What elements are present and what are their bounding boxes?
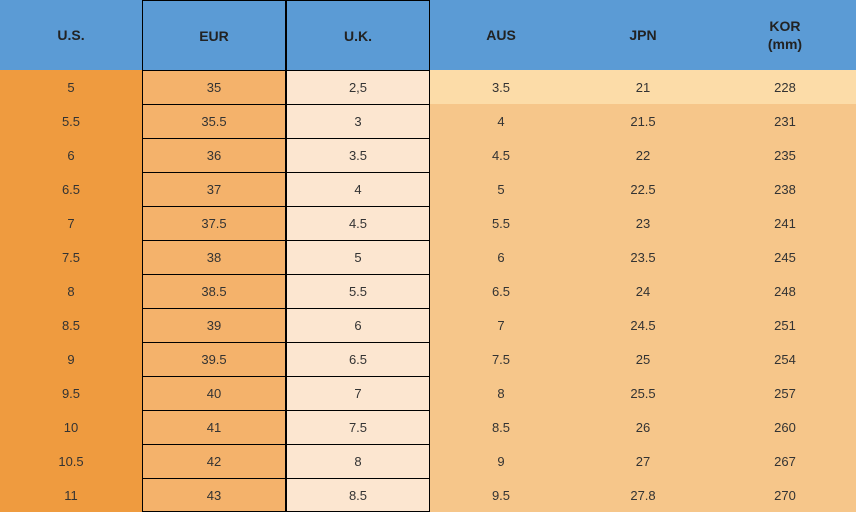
table-cell: 7.5: [0, 240, 142, 274]
table-cell: 6.5: [430, 274, 572, 308]
table-cell: 21: [572, 70, 714, 104]
table-cell: 38.5: [142, 274, 286, 308]
table-row: 6.5374522.5238: [0, 172, 856, 206]
table-cell: 27: [572, 444, 714, 478]
table-row: 6363.54.522235: [0, 138, 856, 172]
column-header: EUR: [142, 0, 286, 70]
table-cell: 3.5: [286, 138, 430, 172]
table-cell: 9.5: [0, 376, 142, 410]
table-cell: 2,5: [286, 70, 430, 104]
table-cell: 6.5: [286, 342, 430, 376]
table-header-row: U.S.EURU.K.AUSJPNKOR(mm): [0, 0, 856, 70]
table-cell: 8.5: [0, 308, 142, 342]
table-cell: 26: [572, 410, 714, 444]
table-cell: 5.5: [0, 104, 142, 138]
table-cell: 9: [0, 342, 142, 376]
table-cell: 8: [0, 274, 142, 308]
table-cell: 6: [0, 138, 142, 172]
table-cell: 238: [714, 172, 856, 206]
table-cell: 7: [0, 206, 142, 240]
table-row: 10417.58.526260: [0, 410, 856, 444]
table-cell: 7: [286, 376, 430, 410]
table-cell: 39: [142, 308, 286, 342]
table-cell: 27.8: [572, 478, 714, 512]
table-cell: 228: [714, 70, 856, 104]
table-cell: 24.5: [572, 308, 714, 342]
table-cell: 248: [714, 274, 856, 308]
table-cell: 10.5: [0, 444, 142, 478]
table-cell: 5.5: [286, 274, 430, 308]
table-cell: 4.5: [286, 206, 430, 240]
table-cell: 231: [714, 104, 856, 138]
table-cell: 39.5: [142, 342, 286, 376]
table-cell: 7: [430, 308, 572, 342]
table-cell: 37.5: [142, 206, 286, 240]
table-cell: 9: [430, 444, 572, 478]
table-cell: 21.5: [572, 104, 714, 138]
column-header: KOR(mm): [714, 0, 856, 70]
column-header: U.K.: [286, 0, 430, 70]
table-cell: 6: [430, 240, 572, 274]
table-cell: 235: [714, 138, 856, 172]
table-row: 737.54.55.523241: [0, 206, 856, 240]
table-cell: 22: [572, 138, 714, 172]
table-cell: 35: [142, 70, 286, 104]
table-cell: 5: [430, 172, 572, 206]
table-cell: 3: [286, 104, 430, 138]
table-cell: 10: [0, 410, 142, 444]
table-cell: 35.5: [142, 104, 286, 138]
table-row: 7.5385623.5245: [0, 240, 856, 274]
column-header: AUS: [430, 0, 572, 70]
table-row: 838.55.56.524248: [0, 274, 856, 308]
table-cell: 267: [714, 444, 856, 478]
table-cell: 25.5: [572, 376, 714, 410]
table-cell: 4: [430, 104, 572, 138]
table-cell: 41: [142, 410, 286, 444]
table-cell: 8: [286, 444, 430, 478]
table-cell: 257: [714, 376, 856, 410]
size-conversion-table: U.S.EURU.K.AUSJPNKOR(mm) 5352,53.5212285…: [0, 0, 856, 512]
table-cell: 42: [142, 444, 286, 478]
table-cell: 9.5: [430, 478, 572, 512]
table-cell: 8.5: [286, 478, 430, 512]
column-header: JPN: [572, 0, 714, 70]
table-cell: 37: [142, 172, 286, 206]
table-cell: 36: [142, 138, 286, 172]
table-cell: 270: [714, 478, 856, 512]
table-cell: 22.5: [572, 172, 714, 206]
table-cell: 5.5: [430, 206, 572, 240]
table-cell: 260: [714, 410, 856, 444]
table-row: 9.5407825.5257: [0, 376, 856, 410]
table-cell: 24: [572, 274, 714, 308]
table-cell: 5: [286, 240, 430, 274]
table-cell: 5: [0, 70, 142, 104]
table-cell: 254: [714, 342, 856, 376]
table-cell: 40: [142, 376, 286, 410]
table-cell: 241: [714, 206, 856, 240]
column-header: U.S.: [0, 0, 142, 70]
table-cell: 7.5: [286, 410, 430, 444]
table-row: 10.5428927267: [0, 444, 856, 478]
table-cell: 4: [286, 172, 430, 206]
table-cell: 7.5: [430, 342, 572, 376]
table-cell: 38: [142, 240, 286, 274]
table-cell: 43: [142, 478, 286, 512]
table-cell: 11: [0, 478, 142, 512]
table-cell: 8: [430, 376, 572, 410]
table-row: 5352,53.521228: [0, 70, 856, 104]
table-cell: 4.5: [430, 138, 572, 172]
table-cell: 23.5: [572, 240, 714, 274]
table-cell: 6: [286, 308, 430, 342]
table-row: 939.56.57.525254: [0, 342, 856, 376]
table-row: 11438.59.527.8270: [0, 478, 856, 512]
table-cell: 251: [714, 308, 856, 342]
table-cell: 6.5: [0, 172, 142, 206]
table-cell: 25: [572, 342, 714, 376]
table-row: 8.5396724.5251: [0, 308, 856, 342]
table-row: 5.535.53421.5231: [0, 104, 856, 138]
table-cell: 245: [714, 240, 856, 274]
table-cell: 8.5: [430, 410, 572, 444]
table-cell: 3.5: [430, 70, 572, 104]
table-cell: 23: [572, 206, 714, 240]
